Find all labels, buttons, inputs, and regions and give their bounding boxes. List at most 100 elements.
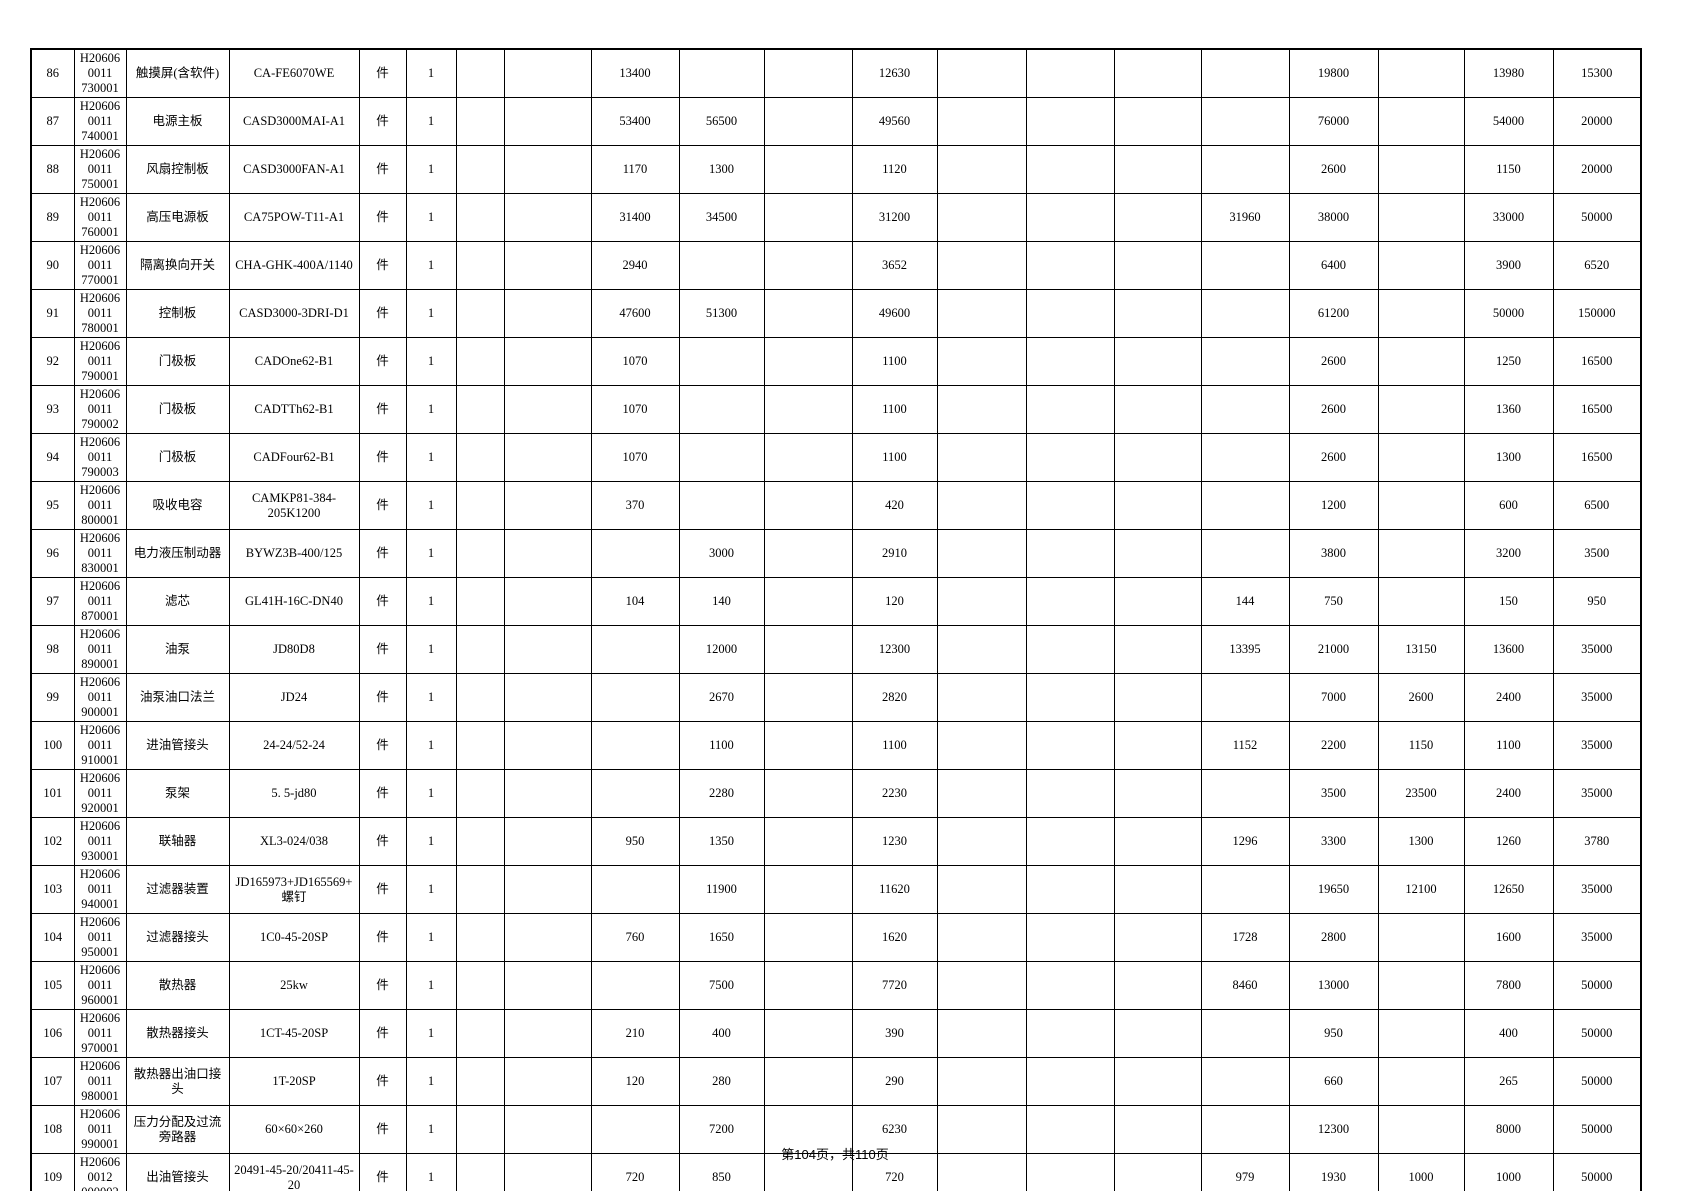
quote-cell (1025, 337, 1115, 386)
item-row: 93 H206060011 790002 门极板 CADTTh62-B1 件 1 1070 1… (30, 385, 1642, 434)
quote-cell: 31200 (851, 193, 938, 242)
qty-cell: 1 (405, 817, 457, 866)
qty-cell: 1 (405, 865, 457, 914)
spec-cell: 60×60×260 (228, 1105, 360, 1154)
quote-cell (503, 433, 592, 482)
row-number-cell: 101 (30, 769, 75, 818)
quote-cell: 390 (851, 1009, 938, 1058)
quote-cell: 12630 (851, 48, 938, 98)
footer-page-number: 104 (794, 1147, 816, 1162)
quote-cell (1025, 913, 1115, 962)
spec-cell: 20491-45-20/20411-45-20 (228, 1153, 360, 1191)
quote-cell: 1100 (1463, 721, 1554, 770)
remark-cell (455, 913, 505, 962)
quote-cell: 760 (590, 913, 680, 962)
quote-cell (1113, 48, 1202, 98)
quote-cell (763, 1105, 853, 1154)
row-number-cell: 89 (30, 193, 75, 242)
quote-cell (1113, 865, 1202, 914)
quote-cell (1377, 145, 1465, 194)
quote-cell: 31400 (590, 193, 680, 242)
remark-cell (455, 721, 505, 770)
quote-cell (503, 625, 592, 674)
remark-cell (455, 145, 505, 194)
material-name-cell: 门极板 (125, 433, 230, 482)
quote-cell: 3780 (1552, 817, 1642, 866)
quote-cell (936, 673, 1027, 722)
quote-cell: 720 (590, 1153, 680, 1191)
item-row: 88 H206060011 750001 风扇控制板 CASD3000FAN-A1 件 1… (30, 145, 1642, 194)
material-code-cell: H206060011 900001 (73, 673, 127, 722)
quote-cell (1377, 241, 1465, 290)
quote-cell (936, 961, 1027, 1010)
remark-cell (455, 577, 505, 626)
material-name-cell: 门极板 (125, 337, 230, 386)
item-row: 96 H206060011 830001 电力液压制动器 BYWZ3B-400/125… (30, 529, 1642, 578)
quote-cell: 13150 (1377, 625, 1465, 674)
quote-cell: 49560 (851, 97, 938, 146)
quote-cell (763, 817, 853, 866)
quote-cell (763, 193, 853, 242)
quote-cell: 35000 (1552, 673, 1642, 722)
quote-cell: 12300 (1288, 1105, 1379, 1154)
quote-cell (590, 625, 680, 674)
quote-cell (936, 1153, 1027, 1191)
quote-cell (503, 769, 592, 818)
qty-cell: 1 (405, 48, 457, 98)
quote-cell: 1070 (590, 433, 680, 482)
spec-cell: BYWZ3B-400/125 (228, 529, 360, 578)
quote-cell (1025, 385, 1115, 434)
quote-cell (1025, 1153, 1115, 1191)
quote-cell (1377, 961, 1465, 1010)
quote-cell: 104 (590, 577, 680, 626)
material-name-cell: 油泵油口法兰 (125, 673, 230, 722)
material-name-cell: 泵架 (125, 769, 230, 818)
quote-cell (763, 145, 853, 194)
quote-cell (1025, 673, 1115, 722)
quote-cell: 1230 (851, 817, 938, 866)
quote-cell: 1170 (590, 145, 680, 194)
quote-cell: 1300 (1463, 433, 1554, 482)
quote-cell: 120 (851, 577, 938, 626)
row-number-cell: 87 (30, 97, 75, 146)
row-number-cell: 103 (30, 865, 75, 914)
quote-cell (1113, 337, 1202, 386)
quote-cell (1377, 1105, 1465, 1154)
qty-cell: 1 (405, 193, 457, 242)
material-code-cell: H206060011 800001 (73, 481, 127, 530)
quote-cell (503, 961, 592, 1010)
quote-cell: 13600 (1463, 625, 1554, 674)
quote-cell: 1152 (1200, 721, 1290, 770)
quote-cell: 15300 (1552, 48, 1642, 98)
material-code-cell: H206060011 920001 (73, 769, 127, 818)
unit-cell: 件 (358, 1057, 407, 1106)
material-name-cell: 滤芯 (125, 577, 230, 626)
unit-cell: 件 (358, 625, 407, 674)
unit-cell: 件 (358, 961, 407, 1010)
quote-cell (1113, 193, 1202, 242)
qty-cell: 1 (405, 1057, 457, 1106)
quote-cell (1025, 625, 1115, 674)
quote-cell: 1200 (1288, 481, 1379, 530)
quote-cell (1025, 1057, 1115, 1106)
quote-cell (936, 289, 1027, 338)
item-row: 105 H206060011 960001 散热器 25kw 件 1 7500 7720 846… (30, 961, 1642, 1010)
quote-cell: 3800 (1288, 529, 1379, 578)
quote-cell: 16500 (1552, 337, 1642, 386)
quote-cell (763, 961, 853, 1010)
unit-cell: 件 (358, 385, 407, 434)
quote-cell: 210 (590, 1009, 680, 1058)
quote-cell: 50000 (1552, 1105, 1642, 1154)
item-row: 91 H206060011 780001 控制板 CASD3000-3DRI-D1 件 1… (30, 289, 1642, 338)
quote-cell (763, 865, 853, 914)
spec-cell: 1CT-45-20SP (228, 1009, 360, 1058)
material-code-cell: H206060011 970001 (73, 1009, 127, 1058)
quote-cell: 1650 (678, 913, 765, 962)
quote-cell (936, 721, 1027, 770)
material-name-cell: 触摸屏(含软件) (125, 48, 230, 98)
quote-cell: 2400 (1463, 673, 1554, 722)
quote-cell: 600 (1463, 481, 1554, 530)
spec-cell: XL3-024/038 (228, 817, 360, 866)
quote-cell (936, 241, 1027, 290)
qty-cell: 1 (405, 433, 457, 482)
